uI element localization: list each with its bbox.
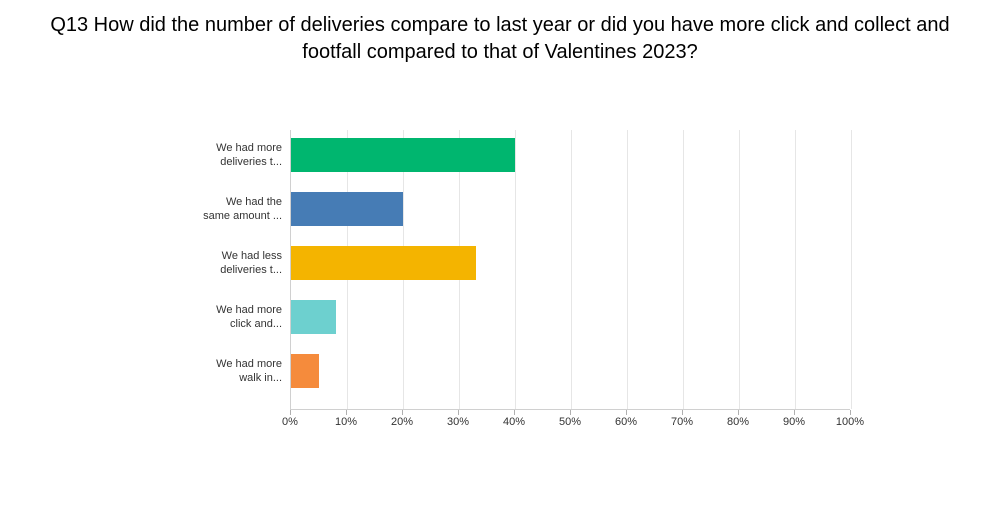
x-tick-mark [290,410,291,415]
x-tick-mark [738,410,739,415]
bar [291,192,403,226]
x-tick-label: 40% [503,416,525,428]
y-category-label: We had thesame amount ... [172,196,282,224]
x-axis: 0%10%20%30%40%50%60%70%80%90%100% [290,416,850,436]
x-tick-label: 0% [282,416,298,428]
y-category-label: We had moredeliveries t... [172,142,282,170]
x-tick-mark [682,410,683,415]
x-tick-mark [514,410,515,415]
x-tick-mark [850,410,851,415]
y-category-label: We had moreclick and... [172,304,282,332]
grid-line [739,130,740,409]
bar [291,300,336,334]
x-tick-label: 30% [447,416,469,428]
x-tick-label: 90% [783,416,805,428]
bar [291,246,476,280]
x-tick-mark [794,410,795,415]
x-tick-label: 50% [559,416,581,428]
grid-line [851,130,852,409]
grid-line [683,130,684,409]
grid-line [515,130,516,409]
grid-line [627,130,628,409]
x-tick-label: 20% [391,416,413,428]
grid-line [571,130,572,409]
chart-title: Q13 How did the number of deliveries com… [0,0,1000,66]
bar [291,354,319,388]
x-tick-mark [458,410,459,415]
x-tick-label: 70% [671,416,693,428]
x-tick-label: 100% [836,416,864,428]
x-tick-label: 60% [615,416,637,428]
x-tick-mark [402,410,403,415]
x-tick-label: 10% [335,416,357,428]
x-tick-mark [346,410,347,415]
chart-area: 0% 10% 20% 30% 40% 50% 60% 70% 80% 90% 100% We had… [170,130,870,450]
x-tick-mark [570,410,571,415]
grid-line [795,130,796,409]
bar [291,138,515,172]
x-tick-mark [626,410,627,415]
plot-region [290,130,850,410]
y-category-label: We had lessdeliveries t... [172,250,282,278]
x-tick-label: 80% [727,416,749,428]
y-category-label: We had morewalk in... [172,358,282,386]
